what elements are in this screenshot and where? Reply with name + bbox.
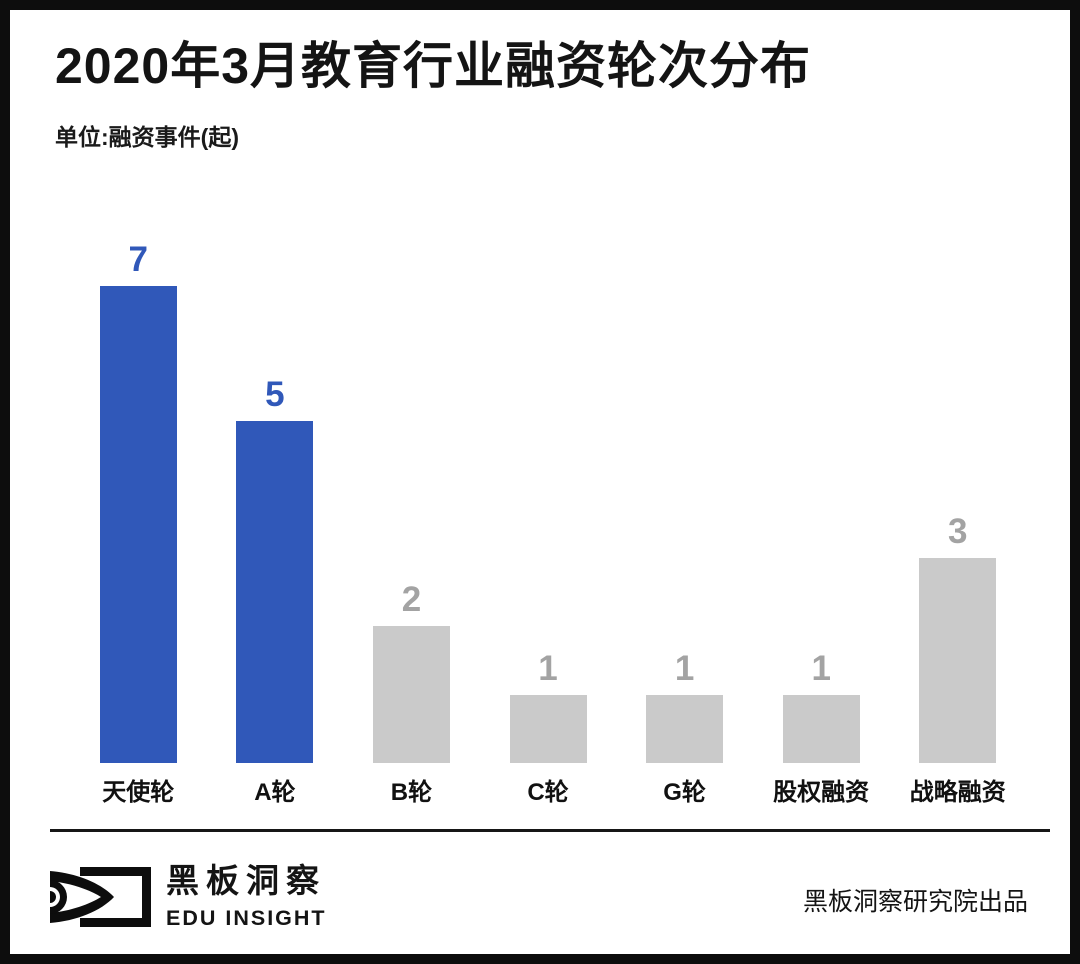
brand-name-cn: 黑板洞察 [166, 862, 326, 899]
bar-category-label: C轮 [527, 779, 569, 806]
brand-name-en: EDU INSIGHT [166, 905, 327, 930]
bar [782, 694, 860, 763]
bar-value-label: 7 [128, 240, 149, 279]
bar [372, 626, 450, 763]
bar-category-label: G轮 [663, 779, 706, 806]
unit-label: 单位:融资事件(起) [55, 123, 239, 150]
bar-category-label: 战略融资 [909, 779, 1006, 806]
chart-column: 3 战略融资 [889, 242, 1026, 806]
bar [646, 694, 724, 763]
bar [236, 420, 314, 763]
bar-value-label: 3 [948, 511, 968, 551]
bar [509, 694, 587, 763]
bar-value-label: 1 [811, 648, 831, 688]
bar-chart: 7 天使轮 5 A轮 2 B轮 1 C轮 1 G轮 1 股权融资 3 战略融资 [70, 242, 1026, 805]
edu-insight-logo-icon [50, 866, 154, 933]
chart-column: 1 C轮 [480, 242, 617, 805]
chart-header: 2020年3月教育行业融资轮次分布 单位:融资事件(起) [55, 38, 811, 152]
chart-column: 1 G轮 [616, 242, 753, 805]
bar-category-label: A轮 [254, 779, 296, 806]
bar [99, 286, 177, 763]
credit-text: 黑板洞察研究院出品 [802, 888, 1028, 916]
bar [919, 557, 997, 763]
bar-value-label: 5 [265, 374, 285, 414]
bar-value-label: 1 [674, 648, 695, 688]
bar-value-label: 1 [538, 648, 558, 688]
chart-column: 1 股权融资 [753, 242, 890, 806]
chart-column: 7 天使轮 [70, 242, 207, 805]
page-title: 2020年3月教育行业融资轮次分布 [55, 38, 812, 94]
chart-column: 5 A轮 [207, 242, 344, 805]
brand-text-block: 黑板洞察 EDU INSIGHT [166, 862, 327, 931]
divider-line [50, 829, 1050, 832]
bar-category-label: 股权融资 [773, 779, 870, 806]
bar-category-label: 天使轮 [102, 779, 175, 806]
bar-value-label: 2 [401, 580, 422, 619]
bar-category-label: B轮 [390, 779, 433, 806]
chart-column: 2 B轮 [343, 242, 480, 805]
